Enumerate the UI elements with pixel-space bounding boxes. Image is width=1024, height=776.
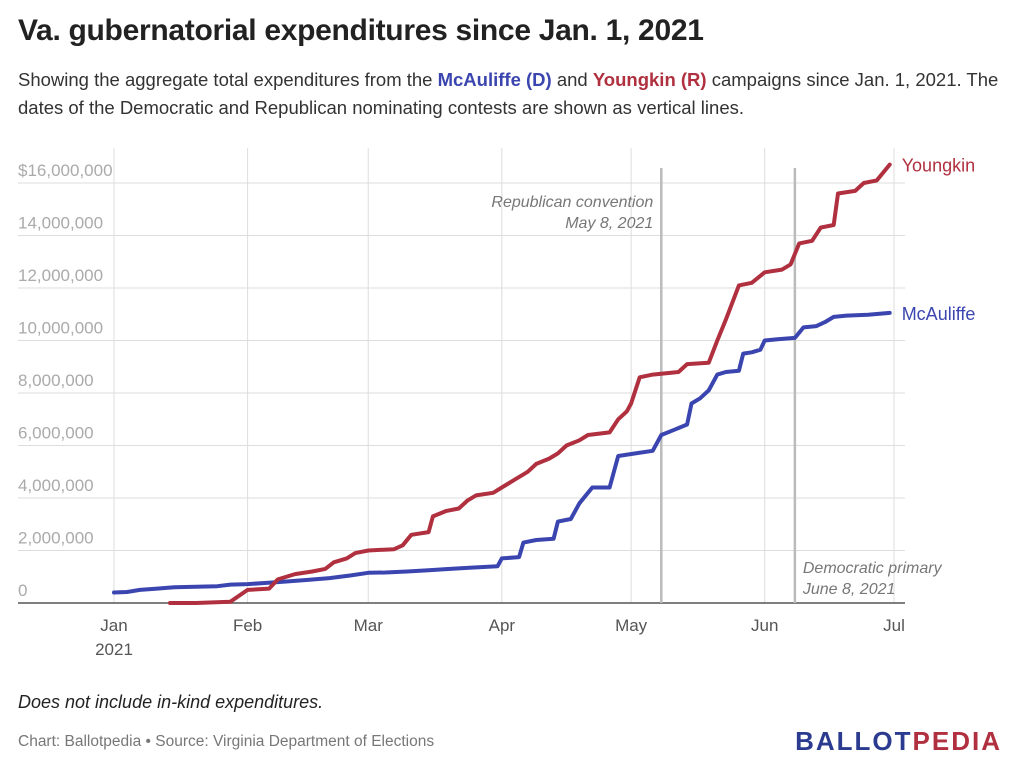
- source-credit: Chart: Ballotpedia • Source: Virginia De…: [18, 733, 435, 750]
- series-lines: McAuliffe Youngkin: [112, 156, 976, 605]
- x-tick-label: Jun: [751, 616, 778, 635]
- annotation-date: May 8, 2021: [565, 215, 653, 232]
- y-tick-label: 4,000,000: [18, 476, 94, 495]
- x-tick-label: Apr: [489, 616, 516, 635]
- y-tick-label: 12,000,000: [18, 266, 103, 285]
- subtitle-text-post: campaigns since Jan. 1, 2021. The dates …: [18, 69, 999, 118]
- x-tick-label: May: [615, 616, 648, 635]
- subtitle-text-pre: Showing the aggregate total expenditures…: [18, 69, 438, 90]
- annotation-date: June 8, 2021: [802, 581, 896, 598]
- x-tick-sublabel: 2021: [95, 640, 133, 659]
- y-tick-label: 14,000,000: [18, 214, 103, 233]
- x-tick-label: Feb: [233, 616, 262, 635]
- annotation-label: Republican convention: [491, 194, 653, 211]
- footnote: Does not include in-kind expenditures.: [18, 692, 324, 712]
- series-line-youngkin: [168, 162, 892, 605]
- subtitle-text-mid: and: [551, 69, 593, 90]
- expenditures-chart: Republican convention May 8, 2021 Democrat…: [18, 148, 976, 659]
- y-tick-label: 6,000,000: [18, 424, 94, 443]
- x-tick-label: Jan: [100, 616, 127, 635]
- subtitle-youngkin: Youngkin (R): [592, 69, 707, 90]
- subtitle-mcauliffe: McAuliffe (D): [437, 69, 552, 90]
- axis-labels: Jan 2021 Feb Mar Apr May Jun Jul 0 2,000,000 4,000…: [18, 161, 905, 659]
- y-tick-label: $16,000,000: [18, 161, 113, 180]
- series-label-mcauliffe: McAuliffe: [902, 304, 976, 324]
- series-label-youngkin: Youngkin: [902, 156, 975, 176]
- logo-part-pedia: PEDIA: [912, 726, 1002, 756]
- series-line-mcauliffe: [112, 310, 892, 595]
- logo-part-ballot: BALLOT: [795, 726, 913, 756]
- chart-subtitle: Showing the aggregate total expenditures…: [18, 66, 1008, 122]
- y-tick-label: 10,000,000: [18, 319, 103, 338]
- y-tick-label: 8,000,000: [18, 371, 94, 390]
- annotation-label: Democratic primary: [803, 560, 943, 577]
- chart-title: Va. gubernatorial expenditures since Jan…: [18, 14, 704, 47]
- x-tick-label: Jul: [883, 616, 905, 635]
- y-tick-label: 2,000,000: [18, 529, 94, 548]
- ballotpedia-logo[interactable]: BALLOTPEDIA: [795, 726, 1002, 757]
- annotation-lines: Republican convention May 8, 2021 Democrat…: [491, 168, 943, 603]
- chart-grid: [18, 148, 905, 604]
- x-tick-label: Mar: [354, 616, 384, 635]
- y-tick-label: 0: [18, 581, 27, 600]
